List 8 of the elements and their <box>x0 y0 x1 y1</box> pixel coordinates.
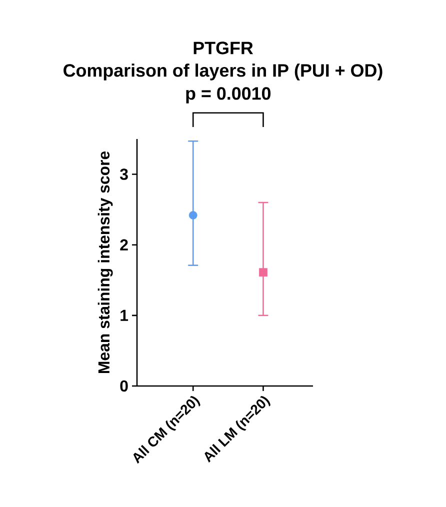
y-tick-label: 3 <box>120 168 128 180</box>
y-axis-title: Mean staining intensity score <box>98 151 113 374</box>
y-tick-label: 2 <box>120 239 128 250</box>
text: p = 0.0010 <box>186 87 271 104</box>
chart-subtitle: Comparison of layers in IP (PUI + OD) <box>64 64 382 80</box>
y-tick-label: 0 <box>120 380 128 392</box>
y-tick-label: 1 <box>120 310 128 321</box>
chart-title: PTGFR <box>194 42 254 54</box>
